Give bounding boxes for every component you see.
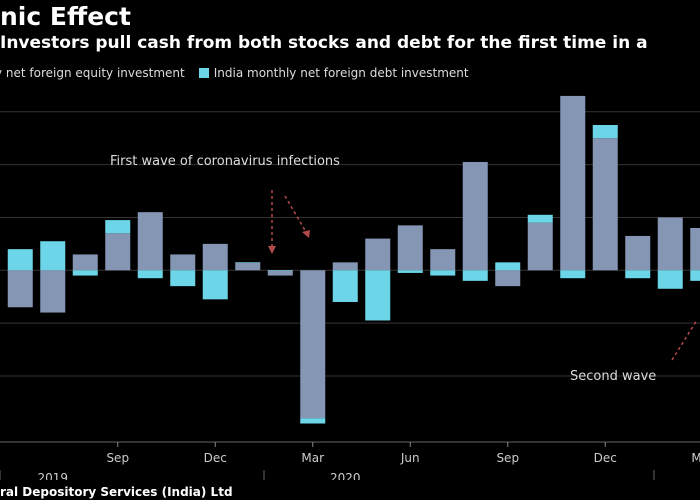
legend: y net foreign equity investment India mo… bbox=[0, 66, 483, 80]
x-tick-label: Dec bbox=[594, 451, 617, 465]
annotation-first-wave: First wave of coronavirus infections bbox=[110, 154, 340, 169]
annotation-first-wave-arrow-b bbox=[284, 195, 307, 233]
debt-bar-2019-07 bbox=[40, 241, 66, 271]
debt-bar-2019-11 bbox=[170, 270, 196, 287]
debt-bar-2020-01 bbox=[235, 262, 261, 263]
equity-bar-2020-09 bbox=[495, 270, 521, 287]
debt-bar-2020-08 bbox=[462, 270, 488, 281]
equity-bar-2020-05 bbox=[365, 238, 391, 271]
debt-bar-2019-12 bbox=[202, 270, 228, 300]
x-tick-label: Jun bbox=[400, 451, 420, 465]
equity-bar-2019-10 bbox=[137, 212, 163, 271]
debt-bar-2020-05 bbox=[365, 270, 391, 321]
equity-bar-2020-07 bbox=[430, 249, 456, 271]
equity-bar-2019-12 bbox=[202, 243, 228, 271]
x-tick-label: Mar bbox=[691, 451, 700, 465]
debt-bar-2021-01 bbox=[625, 270, 651, 279]
annotation-second-wave-arrow bbox=[671, 319, 698, 361]
legend-swatch-debt bbox=[198, 68, 209, 78]
debt-bar-2020-11 bbox=[560, 270, 586, 279]
annotation-first-wave-arrowhead-a bbox=[268, 246, 276, 254]
equity-bar-2021-02 bbox=[657, 217, 683, 271]
legend-label-equity: y net foreign equity investment bbox=[0, 66, 185, 80]
debt-bar-2020-03 bbox=[300, 418, 326, 424]
debt-bar-2020-02 bbox=[267, 270, 293, 271]
debt-bar-2019-06 bbox=[7, 249, 33, 271]
debt-bar-2019-09 bbox=[105, 220, 131, 234]
equity-bar-2021-01 bbox=[625, 235, 651, 271]
equity-bar-2019-11 bbox=[170, 254, 196, 271]
year-label: 2019 bbox=[37, 471, 68, 480]
x-tick-label: Sep bbox=[106, 451, 129, 465]
equity-bar-2020-10 bbox=[527, 222, 553, 271]
equity-bar-2020-06 bbox=[397, 225, 423, 271]
equity-bar-2019-07 bbox=[40, 270, 66, 313]
debt-bar-2021-02 bbox=[657, 270, 683, 289]
equity-bar-2021-03 bbox=[690, 228, 700, 271]
equity-bar-2020-02 bbox=[267, 270, 293, 276]
debt-bar-2020-06 bbox=[397, 270, 423, 273]
equity-bar-2020-03 bbox=[300, 270, 326, 419]
equity-bar-2020-01 bbox=[235, 262, 261, 271]
debt-bar-2020-09 bbox=[495, 262, 521, 271]
legend-label-debt: India monthly net foreign debt investmen… bbox=[213, 66, 469, 80]
debt-bar-2020-12 bbox=[592, 124, 618, 139]
x-tick-label: Sep bbox=[496, 451, 519, 465]
chart-subtitle: Investors pull cash from both stocks and… bbox=[0, 33, 648, 53]
x-tick-label: Dec bbox=[204, 451, 227, 465]
legend-item-equity: y net foreign equity investment bbox=[0, 66, 185, 80]
chart-canvas: SepDecMarJunSepDecMar201920202021 First … bbox=[0, 95, 700, 480]
debt-bar-2019-08 bbox=[72, 270, 98, 276]
debt-bar-2020-04 bbox=[332, 270, 358, 302]
annotation-second-wave: Second wave bbox=[570, 369, 656, 384]
equity-bar-2019-08 bbox=[72, 254, 98, 271]
annotation-first-wave-arrowhead-b bbox=[302, 230, 310, 238]
year-label: 2020 bbox=[330, 471, 361, 480]
debt-bar-2021-03 bbox=[690, 270, 700, 281]
equity-bar-2019-09 bbox=[105, 233, 131, 271]
equity-bar-2020-08 bbox=[462, 161, 488, 271]
source-note: ral Depository Services (India) Ltd bbox=[0, 485, 233, 499]
debt-bar-2020-07 bbox=[430, 270, 456, 276]
legend-item-debt: India monthly net foreign debt investmen… bbox=[198, 66, 469, 80]
equity-bar-2020-11 bbox=[560, 95, 586, 271]
equity-bar-2019-06 bbox=[7, 270, 33, 308]
equity-bar-2020-04 bbox=[332, 262, 358, 271]
debt-bar-2019-10 bbox=[137, 270, 163, 279]
equity-bar-2020-12 bbox=[592, 138, 618, 271]
debt-bar-2020-10 bbox=[527, 214, 553, 223]
chart-title: nic Effect bbox=[0, 2, 131, 31]
x-tick-label: Mar bbox=[301, 451, 324, 465]
